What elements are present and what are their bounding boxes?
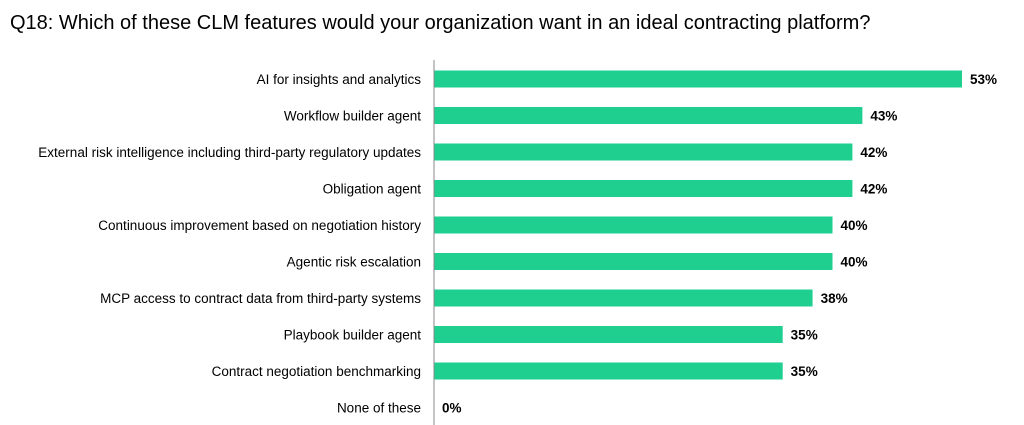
bar: [434, 107, 863, 124]
value-label: 0%: [442, 401, 462, 416]
bar: [434, 253, 833, 270]
value-label: 42%: [860, 145, 887, 160]
bar: [434, 216, 833, 234]
category-label: External risk intelligence including thi…: [38, 145, 421, 160]
bar: [434, 289, 813, 307]
category-label: Continuous improvement based on negotiat…: [98, 218, 421, 233]
value-label: 42%: [860, 182, 887, 197]
category-label: Contract negotiation benchmarking: [212, 364, 421, 379]
category-label: Obligation agent: [323, 182, 422, 197]
value-label: 53%: [970, 72, 997, 87]
category-labels: AI for insights and analytics Workflow bu…: [38, 72, 421, 416]
category-label: Workflow builder agent: [284, 109, 421, 124]
value-label: 40%: [840, 218, 867, 233]
chart-title: Q18: Which of these CLM features would y…: [10, 12, 871, 34]
value-label: 35%: [791, 364, 818, 379]
value-label: 43%: [870, 109, 897, 124]
category-label: Playbook builder agent: [284, 328, 422, 343]
category-label: AI for insights and analytics: [257, 72, 422, 87]
bar: [434, 326, 783, 343]
bars: [434, 70, 962, 380]
bar: [434, 70, 962, 88]
value-label: 38%: [821, 291, 848, 306]
bar: [434, 180, 853, 197]
bar: [434, 143, 853, 161]
category-label: Agentic risk escalation: [287, 255, 421, 270]
category-label: MCP access to contract data from third-p…: [100, 291, 421, 306]
value-labels: 53% 43% 42% 42% 40% 40% 38% 35% 35% 0%: [442, 72, 997, 416]
value-label: 40%: [840, 255, 867, 270]
category-label: None of these: [337, 401, 421, 416]
value-label: 35%: [791, 328, 818, 343]
bar: [434, 362, 783, 380]
